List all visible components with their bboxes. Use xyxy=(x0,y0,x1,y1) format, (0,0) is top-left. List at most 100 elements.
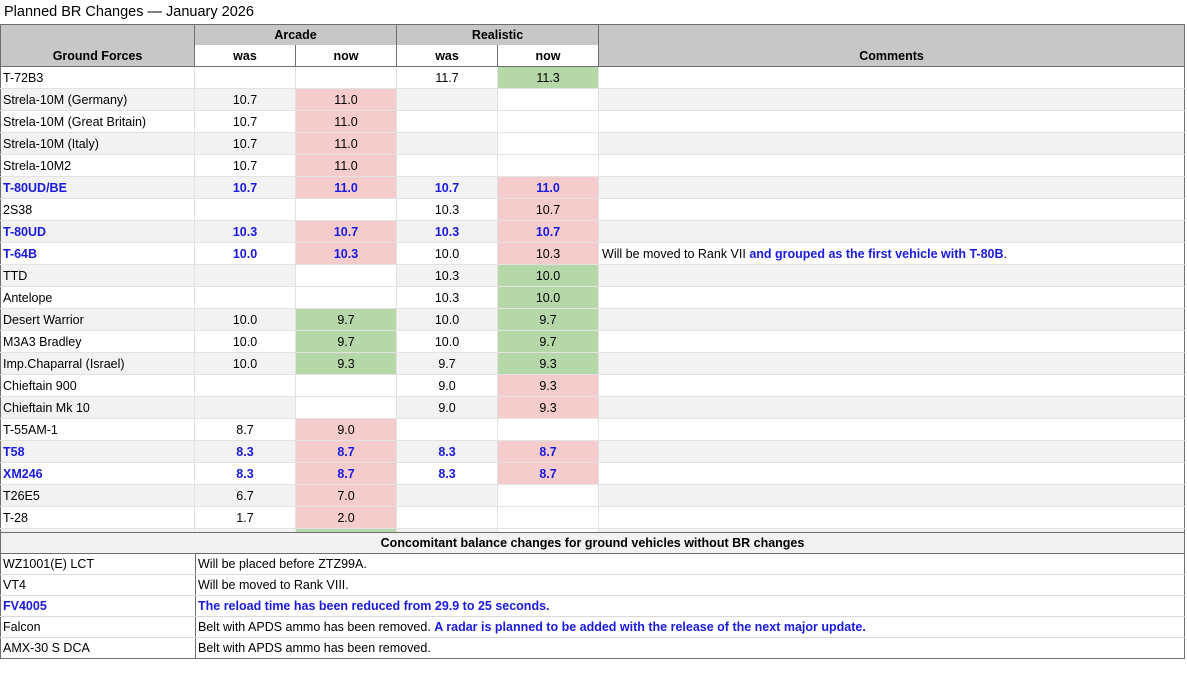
table-row: T26E5 6.7 7.0 xyxy=(0,484,1186,507)
arcade-was-value xyxy=(194,286,296,309)
concomitant-vehicle-name: FV4005 xyxy=(0,595,196,617)
realistic-now-value xyxy=(497,418,600,441)
arcade-was-value: 10.3 xyxy=(194,220,296,243)
vehicle-name: Strela-10M2 xyxy=(0,154,195,177)
realistic-now-value: 10.0 xyxy=(497,264,600,287)
comment-cell xyxy=(598,330,1186,353)
arcade-was-value xyxy=(194,198,296,221)
arcade-was-value xyxy=(194,66,296,89)
realistic-was-value xyxy=(396,88,499,111)
arcade-now-value xyxy=(295,264,398,287)
realistic-was-value xyxy=(396,154,499,177)
vehicle-name: T-72B3 xyxy=(0,66,195,89)
header-row-top: Arcade Realistic xyxy=(0,24,1186,45)
comment-cell xyxy=(598,132,1186,155)
arcade-now-value xyxy=(295,374,398,397)
vehicle-name: T-64B xyxy=(0,242,195,265)
arcade-was-value: 10.0 xyxy=(194,242,296,265)
arcade-now-value: 2.0 xyxy=(295,506,398,529)
concomitant-vehicle-name: WZ1001(E) LCT xyxy=(0,553,196,575)
comment-cell xyxy=(598,264,1186,287)
realistic-now-value: 8.7 xyxy=(497,440,600,463)
arcade-now-value: 11.0 xyxy=(295,110,398,133)
vehicle-name: T-28 xyxy=(0,506,195,529)
realistic-now-value xyxy=(497,110,600,133)
comment-text: Will be moved to Rank VII xyxy=(602,246,750,261)
table-row: TTD 10.3 10.0 xyxy=(0,264,1186,287)
table-row: Strela-10M (Germany) 10.7 11.0 xyxy=(0,88,1186,111)
arcade-was-value: 10.7 xyxy=(194,110,296,133)
arcade-now-value: 11.0 xyxy=(295,132,398,155)
concomitant-title-row: Concomitant balance changes for ground v… xyxy=(0,532,1185,554)
concomitant-vehicle-name: Falcon xyxy=(0,616,196,638)
comment-cell xyxy=(598,110,1186,133)
header-arcade-now: now xyxy=(294,45,397,67)
arcade-now-value xyxy=(295,286,398,309)
comment-cell xyxy=(598,396,1186,419)
realistic-now-value xyxy=(497,506,600,529)
concomitant-text: Belt with APDS ammo has been removed. xyxy=(198,641,431,655)
realistic-now-value: 11.3 xyxy=(497,66,600,89)
vehicle-name: T58 xyxy=(0,440,195,463)
realistic-was-value xyxy=(396,418,499,441)
arcade-now-value xyxy=(295,66,398,89)
comment-cell xyxy=(598,440,1186,463)
table-row: T-80UD 10.3 10.7 10.3 10.7 xyxy=(0,220,1186,243)
header-row-sub: Ground Forces was now was now Comments xyxy=(0,45,1186,67)
realistic-now-value: 8.7 xyxy=(497,462,600,485)
realistic-was-value: 10.3 xyxy=(396,220,499,243)
realistic-was-value: 10.3 xyxy=(396,198,499,221)
arcade-now-value: 9.0 xyxy=(295,418,398,441)
arcade-was-value: 10.7 xyxy=(194,88,296,111)
table-row: Antelope 10.3 10.0 xyxy=(0,286,1186,309)
arcade-now-value xyxy=(295,396,398,419)
concomitant-highlight: A radar is planned to be added with the … xyxy=(434,620,866,634)
arcade-was-value: 10.7 xyxy=(194,132,296,155)
table-row: T-80UD/BE 10.7 11.0 10.7 11.0 xyxy=(0,176,1186,199)
comment-cell xyxy=(598,374,1186,397)
realistic-was-value xyxy=(396,484,499,507)
table-row: T-55AM-1 8.7 9.0 xyxy=(0,418,1186,441)
arcade-now-value: 7.0 xyxy=(295,484,398,507)
realistic-was-value: 9.7 xyxy=(396,352,499,375)
comment-cell xyxy=(598,154,1186,177)
realistic-now-value xyxy=(497,88,600,111)
table-row: Desert Warrior 10.0 9.7 10.0 9.7 xyxy=(0,308,1186,331)
concomitant-vehicle-name: AMX-30 S DCA xyxy=(0,637,196,659)
concomitant-description: Belt with APDS ammo has been removed. A … xyxy=(195,616,1185,638)
realistic-was-value: 10.3 xyxy=(396,264,499,287)
arcade-now-value: 11.0 xyxy=(295,88,398,111)
concomitant-text: Belt with APDS ammo has been removed. xyxy=(198,620,435,634)
table-row: XM246 8.3 8.7 8.3 8.7 xyxy=(0,462,1186,485)
vehicle-name: T-80UD/BE xyxy=(0,176,195,199)
arcade-was-value: 10.0 xyxy=(194,330,296,353)
realistic-now-value xyxy=(497,484,600,507)
realistic-was-value: 11.7 xyxy=(396,66,499,89)
vehicle-name: Imp.Chaparral (Israel) xyxy=(0,352,195,375)
table-row: T-72B3 11.7 11.3 xyxy=(0,66,1186,89)
vehicle-name: Chieftain Mk 10 xyxy=(0,396,195,419)
concomitant-vehicle-name: VT4 xyxy=(0,574,196,596)
arcade-now-value: 9.7 xyxy=(295,308,398,331)
arcade-now-value xyxy=(295,198,398,221)
table-row: M3A3 Bradley 10.0 9.7 10.0 9.7 xyxy=(0,330,1186,353)
comment-cell xyxy=(598,286,1186,309)
vehicle-name: XM246 xyxy=(0,462,195,485)
table-row: T58 8.3 8.7 8.3 8.7 xyxy=(0,440,1186,463)
table-row: Strela-10M (Italy) 10.7 11.0 xyxy=(0,132,1186,155)
concomitant-description: The reload time has been reduced from 29… xyxy=(195,595,1185,617)
header-ground-forces: Ground Forces xyxy=(0,45,195,67)
vehicle-name: T-80UD xyxy=(0,220,195,243)
realistic-now-value: 9.3 xyxy=(497,352,600,375)
table-row: T-64B 10.0 10.3 10.0 10.3 Will be moved to Ra… xyxy=(0,242,1186,265)
comment-cell xyxy=(598,66,1186,89)
concomitant-row: AMX-30 S DCA Belt with APDS ammo has been… xyxy=(0,637,1185,659)
arcade-now-value: 11.0 xyxy=(295,154,398,177)
realistic-was-value: 10.3 xyxy=(396,286,499,309)
arcade-was-value: 10.7 xyxy=(194,154,296,177)
arcade-was-value: 8.3 xyxy=(194,440,296,463)
realistic-now-value: 11.0 xyxy=(497,176,600,199)
realistic-now-value: 10.7 xyxy=(497,198,600,221)
realistic-now-value: 10.0 xyxy=(497,286,600,309)
vehicle-name: Strela-10M (Great Britain) xyxy=(0,110,195,133)
